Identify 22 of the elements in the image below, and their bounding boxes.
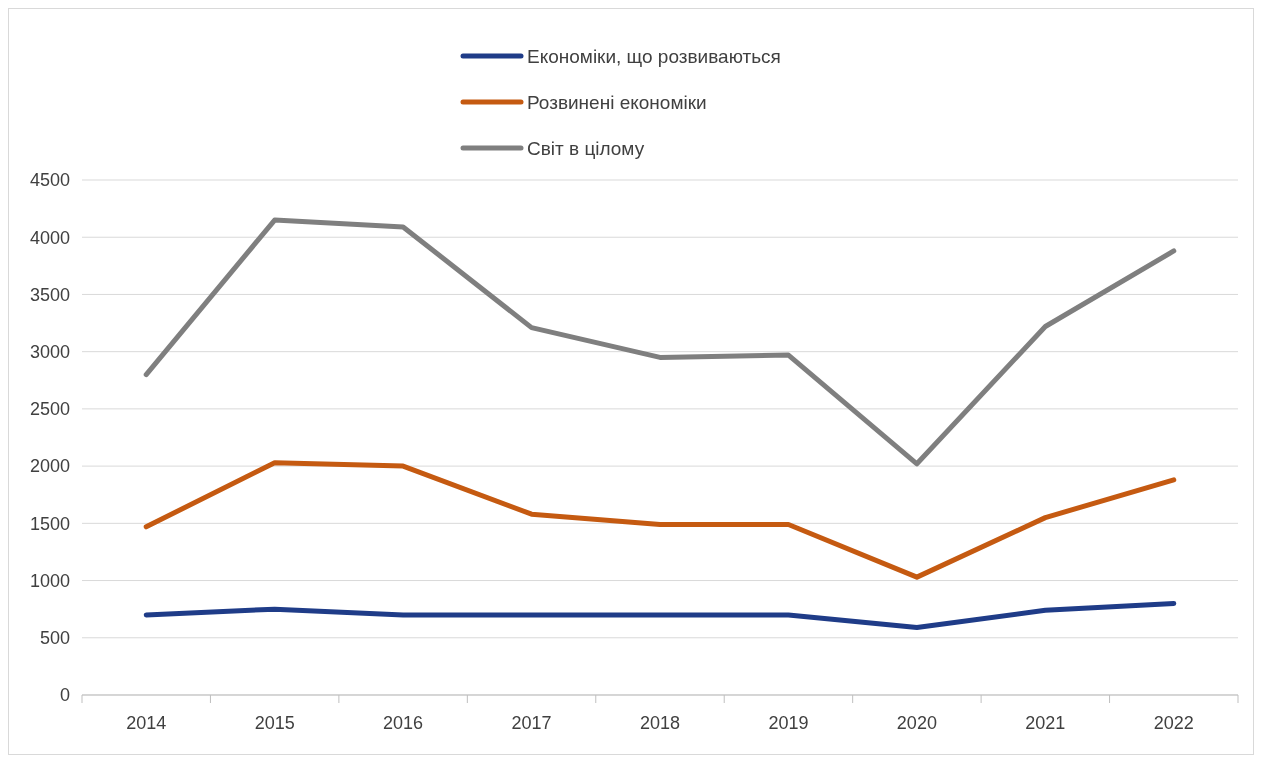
y-tick-label: 3000 [29,341,70,362]
y-tick-label: 1000 [29,570,70,591]
x-tick-label: 2021 [1025,713,1066,733]
x-tick-label: 2022 [1153,713,1194,733]
x-tick-label: 2020 [896,713,937,733]
legend-label: Розвинені економіки [527,91,707,113]
x-tick-label: 2019 [768,713,809,733]
y-tick-label: 3500 [29,284,70,305]
y-tick-label: 0 [59,685,70,706]
y-tick-label: 1500 [29,513,70,534]
y-tick-label: 2000 [29,456,70,477]
y-tick-label: 4500 [29,170,70,191]
x-tick-label: 2015 [254,713,295,733]
y-tick-label: 500 [39,628,70,649]
x-tick-label: 2016 [383,713,424,733]
y-tick-label: 4000 [29,227,70,248]
y-tick-label: 2500 [29,399,70,420]
x-tick-label: 2018 [639,713,681,733]
legend-label: Світ в цілому [527,137,645,159]
x-tick-label: 2017 [511,713,552,733]
x-tick-label: 2014 [126,713,167,733]
legend-label: Економіки, що розвиваються [527,45,781,67]
